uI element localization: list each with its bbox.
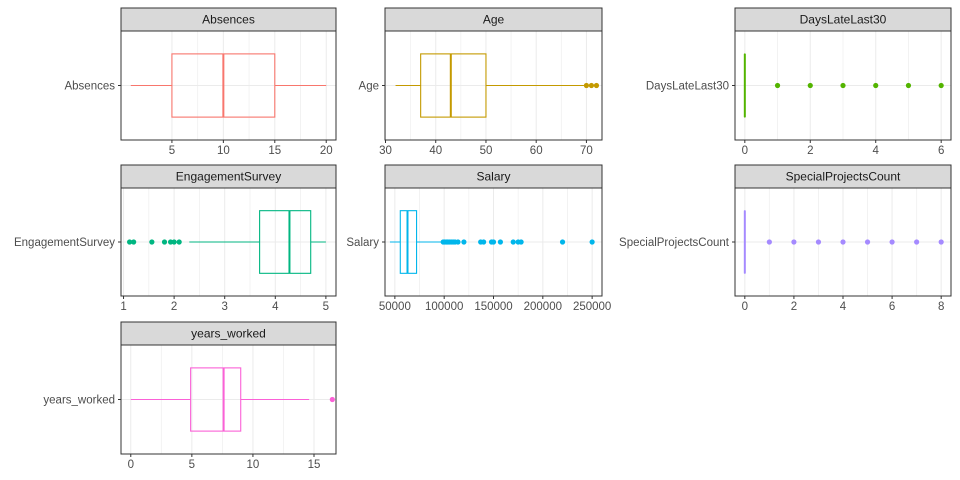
outlier-point — [914, 239, 920, 245]
outlier-point — [873, 82, 879, 89]
x-tick-label: 150000 — [474, 301, 512, 313]
x-tick-label: 60 — [530, 145, 543, 157]
outlier-point — [510, 239, 516, 245]
facet-strip-label: Salary — [476, 170, 510, 184]
outlier-point — [938, 239, 944, 245]
x-tick-label: 0 — [742, 301, 748, 313]
x-tick-label: 250000 — [573, 301, 611, 313]
y-tick-label: Age — [359, 81, 379, 93]
x-tick-label: 3 — [222, 301, 228, 313]
box — [190, 367, 242, 432]
x-tick-label: 0 — [742, 145, 748, 157]
y-tick-label: EngagementSurvey — [14, 237, 115, 249]
x-tick-label: 200000 — [524, 301, 562, 313]
y-tick-label: SpecialProjectsCount — [619, 237, 730, 249]
outlier-point — [593, 82, 600, 89]
x-tick-label: 4 — [272, 301, 279, 313]
x-tick-label: 100000 — [425, 301, 463, 313]
outlier-point — [149, 239, 155, 245]
outlier-point — [774, 82, 781, 89]
y-tick-label: years_worked — [43, 395, 115, 407]
facet-panel-Age: Age Age 30 40 50 60 70 — [359, 7, 603, 157]
box — [259, 210, 312, 274]
outlier-point — [889, 239, 895, 245]
x-tick-label: 15 — [308, 459, 321, 471]
outlier-point — [329, 396, 335, 403]
facet-panel-EngagementSurvey: EngagementSurvey EngagementSurvey 1 2 3 4 5 — [14, 164, 337, 313]
facet-strip-label: Age — [483, 13, 505, 27]
facet-strip-label: DaysLateLast30 — [800, 13, 887, 27]
facet-panel-DaysLateLast30: DaysLateLast30 DaysLateLast30 0 2 4 6 — [646, 7, 952, 157]
facet-strip-label: SpecialProjectsCount — [786, 170, 901, 184]
outlier-point — [127, 239, 133, 245]
outlier-point — [490, 239, 497, 245]
box — [420, 53, 487, 118]
outlier-point — [583, 82, 590, 89]
outlier-point — [840, 239, 846, 245]
x-tick-label: 50 — [480, 145, 493, 157]
x-tick-label: 50000 — [379, 301, 411, 313]
outlier-point — [171, 239, 177, 245]
facet-strip-label: Absences — [202, 13, 255, 27]
x-tick-label: 10 — [247, 459, 260, 471]
outlier-point — [791, 239, 797, 245]
facet-panel-years_worked: years_worked years_worked 0 5 10 15 — [43, 321, 337, 471]
x-tick-label: 2 — [791, 301, 797, 313]
outlier-point — [161, 239, 168, 245]
facet-strip-label: years_worked — [191, 327, 266, 341]
outlier-point — [481, 239, 487, 245]
outlier-point — [589, 239, 595, 245]
x-tick-label: 8 — [938, 301, 944, 313]
outlier-point — [938, 82, 944, 89]
x-tick-label: 5 — [323, 301, 329, 313]
x-tick-label: 70 — [580, 145, 593, 157]
outlier-point — [455, 239, 461, 245]
outlier-point — [807, 82, 813, 89]
outlier-point — [905, 82, 912, 89]
outlier-point — [461, 239, 467, 245]
x-tick-label: 0 — [128, 459, 134, 471]
x-tick-label: 6 — [938, 145, 944, 157]
y-tick-label: DaysLateLast30 — [646, 81, 729, 93]
outlier-point — [559, 239, 566, 245]
outlier-point — [864, 239, 871, 245]
outlier-point — [497, 239, 504, 245]
outlier-point — [815, 239, 822, 245]
x-tick-label: 2 — [171, 301, 177, 313]
x-tick-label: 15 — [268, 145, 281, 157]
outlier-point — [588, 82, 595, 89]
x-tick-label: 30 — [379, 145, 392, 157]
x-tick-label: 40 — [429, 145, 442, 157]
x-tick-label: 5 — [169, 145, 175, 157]
outlier-point — [518, 239, 524, 245]
x-tick-label: 4 — [840, 301, 847, 313]
facet-strip-label: EngagementSurvey — [176, 170, 281, 184]
outlier-point — [131, 239, 137, 245]
outlier-point — [840, 82, 846, 89]
facet-panel-Salary: Salary Salary 50000 100000 150000 200000 25000… — [346, 164, 611, 313]
x-tick-label: 10 — [217, 145, 230, 157]
x-tick-label: 4 — [873, 145, 880, 157]
y-tick-label: Salary — [346, 237, 379, 249]
facet-panel-Absences: Absences Absences 5 10 15 20 — [64, 7, 337, 157]
facet-panel-SpecialProjectsCount: SpecialProjectsCount SpecialProjectsCount… — [619, 164, 952, 313]
outlier-point — [766, 239, 772, 245]
x-tick-label: 6 — [889, 301, 895, 313]
y-tick-label: Absences — [64, 81, 115, 93]
outlier-point — [176, 239, 182, 245]
x-tick-label: 20 — [320, 145, 333, 157]
x-tick-label: 5 — [189, 459, 195, 471]
x-tick-label: 1 — [120, 301, 126, 313]
x-tick-label: 2 — [807, 145, 813, 157]
